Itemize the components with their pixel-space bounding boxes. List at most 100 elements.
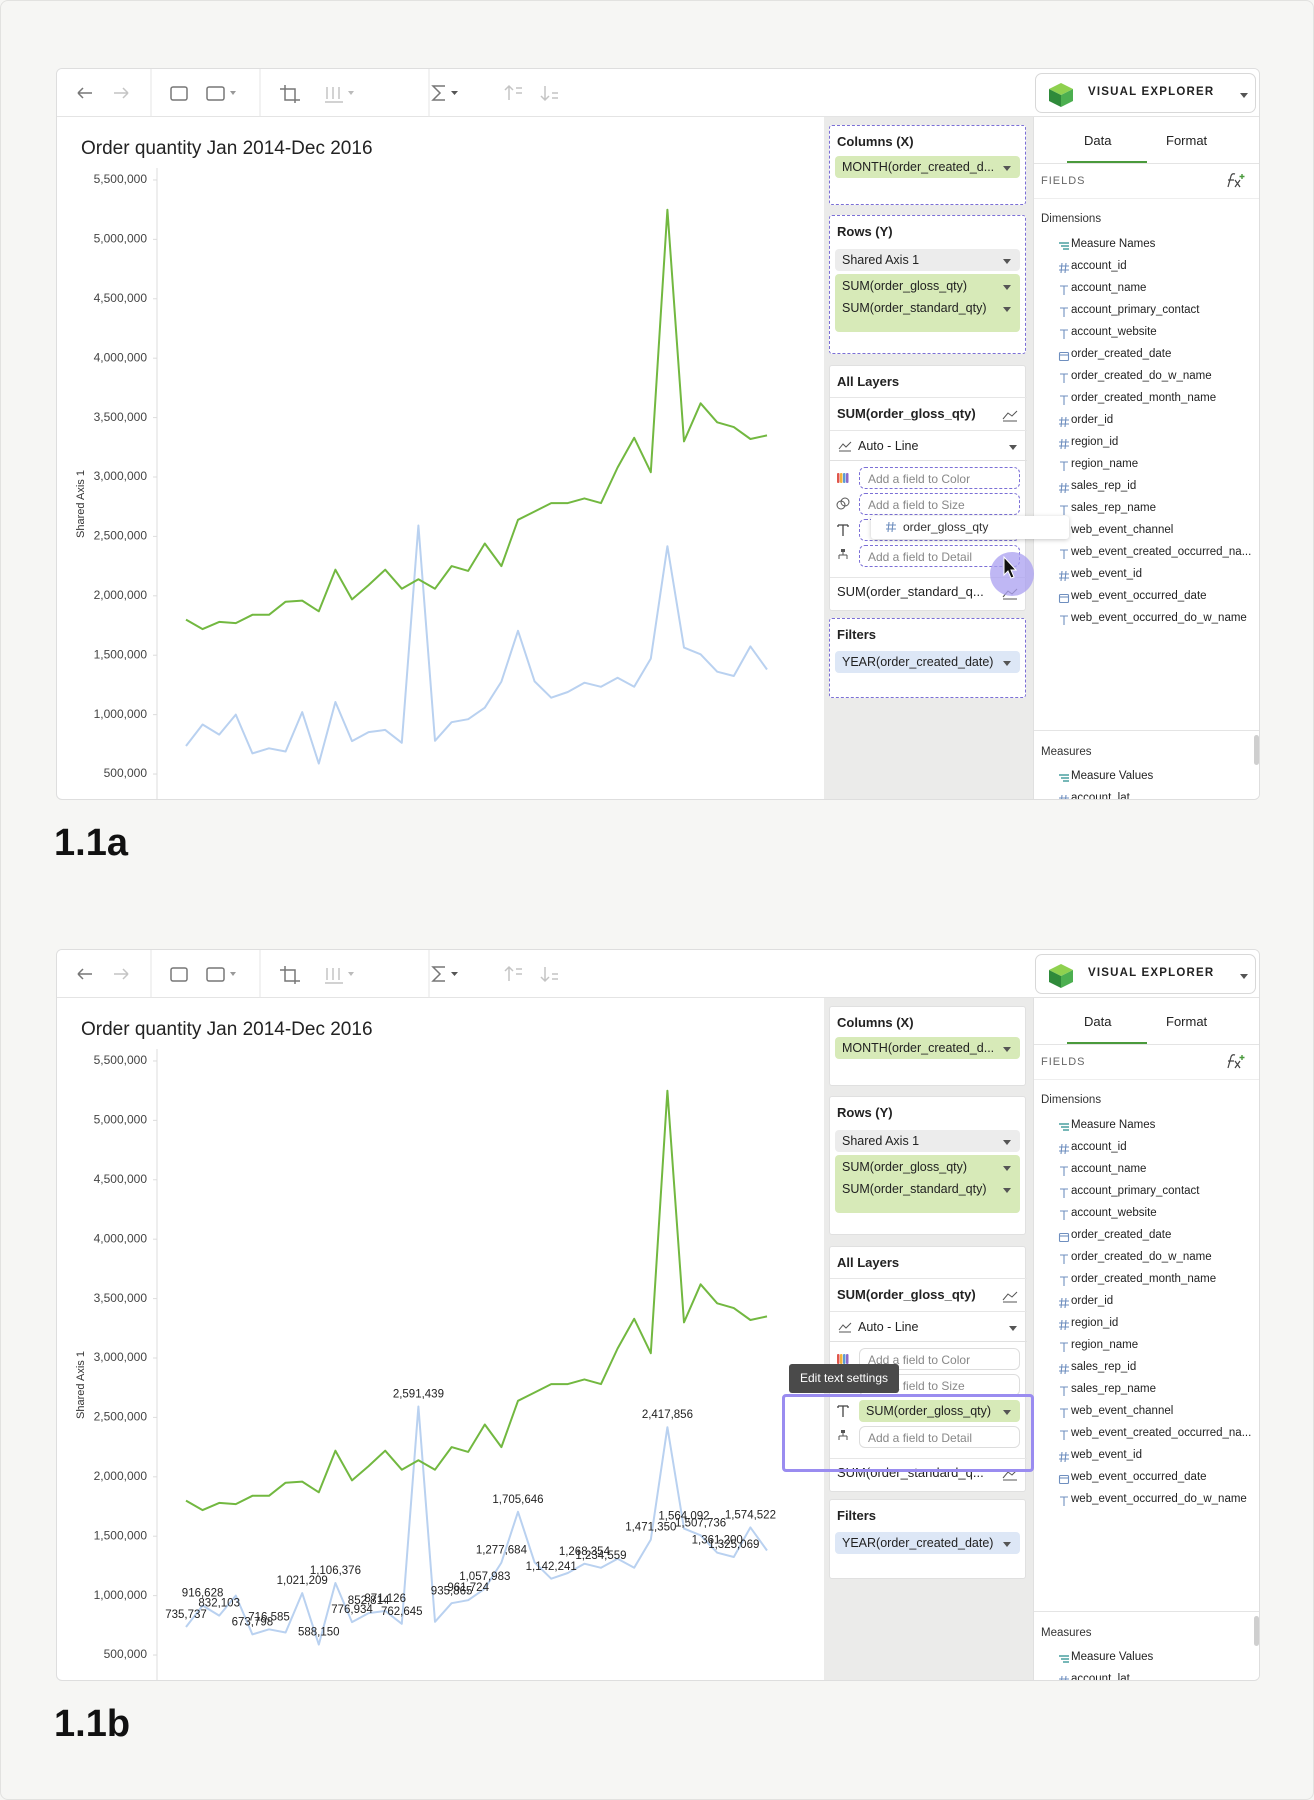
field-item[interactable]: Measure Names: [1071, 1119, 1156, 1131]
field-item[interactable]: sales_rep_name: [1071, 1383, 1157, 1395]
slot-pill[interactable]: SUM(order_gloss_qty): [859, 1400, 1020, 1422]
section-heading: Measures: [1041, 746, 1092, 758]
field-item[interactable]: web_event_created_occurred_na...: [1071, 546, 1252, 558]
row-pill[interactable]: SUM(order_gloss_qty): [835, 1156, 1020, 1178]
y-tick-label: 1,500,000: [94, 647, 148, 661]
field-item[interactable]: account_website: [1071, 1207, 1157, 1219]
pill-text: MONTH(order_created_d...: [842, 160, 995, 174]
section-heading: Dimensions: [1041, 213, 1102, 225]
formula-button: [1227, 1054, 1245, 1069]
drop-slot[interactable]: Add a field to Detail: [859, 1426, 1020, 1448]
field-item[interactable]: order_created_month_name: [1071, 1273, 1217, 1285]
dropdown-caret: [1003, 307, 1011, 312]
mark-type-select[interactable]: Auto - Line: [830, 1312, 1027, 1342]
field-item[interactable]: web_event_channel: [1071, 524, 1174, 536]
product-switcher[interactable]: VISUAL EXPLORER: [1035, 954, 1256, 994]
drag-pill: order_gloss_qty: [871, 516, 1069, 539]
field-icon: [1059, 438, 1069, 450]
hash-icon: [1059, 1451, 1069, 1463]
row-pill[interactable]: SUM(order_gloss_qty): [835, 275, 1020, 297]
field-item[interactable]: account_lat: [1071, 792, 1130, 800]
layer-name[interactable]: SUM(order_gloss_qty): [837, 1287, 976, 1302]
field-item[interactable]: web_event_id: [1071, 1449, 1142, 1461]
mark-type-select[interactable]: Auto - Line: [830, 431, 1027, 461]
sort-asc-icon: [504, 965, 522, 981]
line-glyph: [1002, 1291, 1018, 1303]
panel-tab[interactable]: Data: [1084, 1014, 1112, 1029]
chart-title: Order quantity Jan 2014-Dec 2016: [81, 1019, 373, 1040]
axis-pill[interactable]: Shared Axis 1: [835, 1130, 1020, 1152]
field-item[interactable]: account_name: [1071, 1163, 1147, 1175]
field-item[interactable]: web_event_created_occurred_na...: [1071, 1427, 1252, 1439]
text-icon: [1060, 1254, 1068, 1264]
filter-pill[interactable]: YEAR(order_created_date): [835, 1532, 1020, 1554]
y-tick-label: 3,500,000: [94, 410, 148, 424]
field-item[interactable]: account_primary_contact: [1071, 1185, 1200, 1197]
text-slot-icon: [837, 524, 849, 536]
dropdown-caret: [1003, 166, 1011, 171]
field-item[interactable]: sales_rep_id: [1071, 480, 1137, 492]
row-pill[interactable]: SUM(order_standard_qty): [835, 297, 1020, 319]
panel-tab[interactable]: Format: [1166, 133, 1208, 148]
line-chart: Order quantity Jan 2014-Dec 2016 Shared A…: [75, 138, 768, 799]
layer-name[interactable]: SUM(order_standard_q...: [837, 584, 984, 599]
panel-tab[interactable]: Data: [1084, 133, 1112, 148]
field-item[interactable]: sales_rep_id: [1071, 1361, 1137, 1373]
sort-desc-icon: [540, 967, 558, 983]
field-item[interactable]: order_id: [1071, 414, 1114, 426]
field-icon: [1060, 1166, 1068, 1176]
field-item[interactable]: order_created_do_w_name: [1071, 370, 1212, 382]
field-item[interactable]: region_id: [1071, 436, 1119, 448]
caret-shape: [1003, 1047, 1011, 1052]
field-item[interactable]: order_created_do_w_name: [1071, 1251, 1212, 1263]
field-item[interactable]: web_event_id: [1071, 568, 1142, 580]
field-item[interactable]: web_event_occurred_do_w_name: [1071, 612, 1247, 624]
drop-slot[interactable]: Add a field to Size: [859, 493, 1020, 515]
field-item[interactable]: order_created_date: [1071, 1229, 1172, 1241]
field-item[interactable]: account_lat: [1071, 1673, 1130, 1681]
drop-slot[interactable]: Add a field to Color: [859, 1348, 1020, 1370]
value-label: 2,591,439: [393, 1389, 444, 1401]
field-item[interactable]: account_website: [1071, 326, 1157, 338]
value-label: 1,277,684: [476, 1545, 528, 1557]
field-item[interactable]: web_event_occurred_do_w_name: [1071, 1493, 1247, 1505]
column-pill[interactable]: MONTH(order_created_d...: [835, 156, 1020, 178]
field-item[interactable]: sales_rep_name: [1071, 502, 1157, 514]
caret-shape: [1003, 1166, 1011, 1171]
layer-name[interactable]: SUM(order_standard_q...: [837, 1465, 984, 1480]
field-item[interactable]: web_event_channel: [1071, 1405, 1174, 1417]
field-item[interactable]: account_name: [1071, 282, 1147, 294]
mark-icon: [838, 1322, 852, 1333]
drop-slot[interactable]: Add a field to Color: [859, 467, 1020, 489]
field-item[interactable]: order_created_date: [1071, 348, 1172, 360]
panel-tab[interactable]: Format: [1166, 1014, 1208, 1029]
field-item[interactable]: region_id: [1071, 1317, 1119, 1329]
axis-pill[interactable]: Shared Axis 1: [835, 249, 1020, 271]
field-item[interactable]: Measure Values: [1071, 1651, 1154, 1663]
column-pill[interactable]: MONTH(order_created_d...: [835, 1037, 1020, 1059]
value-label: 1,705,646: [492, 1494, 543, 1506]
field-item[interactable]: region_name: [1071, 458, 1139, 470]
field-item[interactable]: order_created_month_name: [1071, 392, 1217, 404]
field-item[interactable]: Measure Values: [1071, 770, 1154, 782]
toolbar-icons: [77, 69, 558, 117]
measure-icon: [1059, 774, 1069, 782]
field-item[interactable]: Measure Names: [1071, 238, 1156, 250]
pill-text: YEAR(order_created_date): [842, 655, 994, 669]
row-pill[interactable]: SUM(order_standard_qty): [835, 1178, 1020, 1200]
field-item[interactable]: account_id: [1071, 260, 1127, 272]
field-item[interactable]: account_primary_contact: [1071, 304, 1200, 316]
product-switcher[interactable]: VISUAL EXPLORER: [1035, 73, 1256, 113]
hash-icon: [1059, 438, 1069, 450]
toolbar: VISUAL EXPLORER: [57, 950, 1259, 998]
field-item[interactable]: order_id: [1071, 1295, 1114, 1307]
field-item[interactable]: account_id: [1071, 1141, 1127, 1153]
field-item[interactable]: web_event_occurred_date: [1071, 1471, 1207, 1483]
field-item[interactable]: web_event_occurred_date: [1071, 590, 1207, 602]
layer-name[interactable]: SUM(order_gloss_qty): [837, 406, 976, 421]
filter-pill[interactable]: YEAR(order_created_date): [835, 651, 1020, 673]
field-item[interactable]: region_name: [1071, 1339, 1139, 1351]
value-label: 832,103: [198, 1598, 240, 1610]
slot-icon: [837, 1405, 849, 1417]
